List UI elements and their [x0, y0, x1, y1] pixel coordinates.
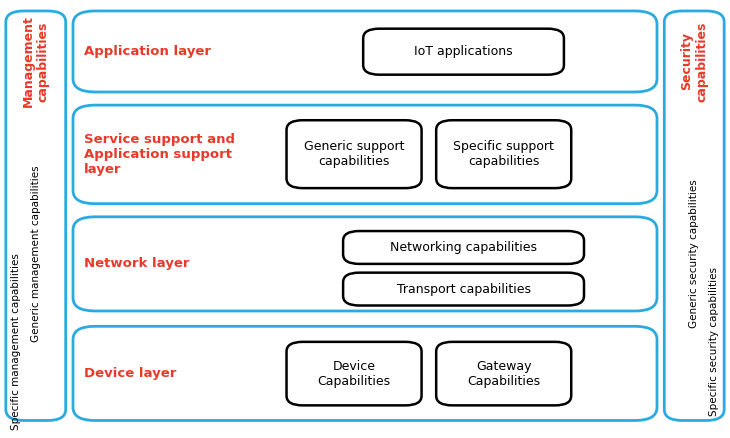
Text: Device layer: Device layer: [84, 367, 177, 380]
FancyBboxPatch shape: [73, 217, 657, 311]
FancyBboxPatch shape: [6, 11, 66, 420]
Text: Security
capabilities: Security capabilities: [680, 21, 708, 102]
Text: Application layer: Application layer: [84, 45, 211, 58]
Text: Networking capabilities: Networking capabilities: [390, 241, 537, 254]
FancyBboxPatch shape: [286, 342, 421, 406]
Text: Generic support
capabilities: Generic support capabilities: [304, 140, 404, 168]
Text: Gateway
Capabilities: Gateway Capabilities: [467, 360, 540, 388]
Text: Generic management capabilities: Generic management capabilities: [31, 166, 41, 343]
Text: IoT applications: IoT applications: [414, 45, 513, 58]
Text: Specific security capabilities: Specific security capabilities: [709, 267, 719, 416]
FancyBboxPatch shape: [436, 342, 572, 406]
Text: Specific support
capabilities: Specific support capabilities: [453, 140, 554, 168]
FancyBboxPatch shape: [286, 120, 421, 188]
FancyBboxPatch shape: [73, 326, 657, 420]
Text: Device
Capabilities: Device Capabilities: [318, 360, 391, 388]
FancyBboxPatch shape: [364, 29, 564, 74]
FancyBboxPatch shape: [73, 11, 657, 92]
FancyBboxPatch shape: [343, 231, 584, 264]
Text: Management
capabilities: Management capabilities: [22, 15, 50, 107]
Text: Generic security capabilities: Generic security capabilities: [689, 180, 699, 328]
Text: Transport capabilities: Transport capabilities: [396, 283, 531, 296]
FancyBboxPatch shape: [664, 11, 724, 420]
FancyBboxPatch shape: [436, 120, 572, 188]
Text: Specific management capabilities: Specific management capabilities: [11, 253, 21, 430]
FancyBboxPatch shape: [343, 272, 584, 306]
Text: Network layer: Network layer: [84, 258, 190, 270]
Text: Service support and
Application support
layer: Service support and Application support …: [84, 133, 235, 176]
FancyBboxPatch shape: [73, 105, 657, 204]
